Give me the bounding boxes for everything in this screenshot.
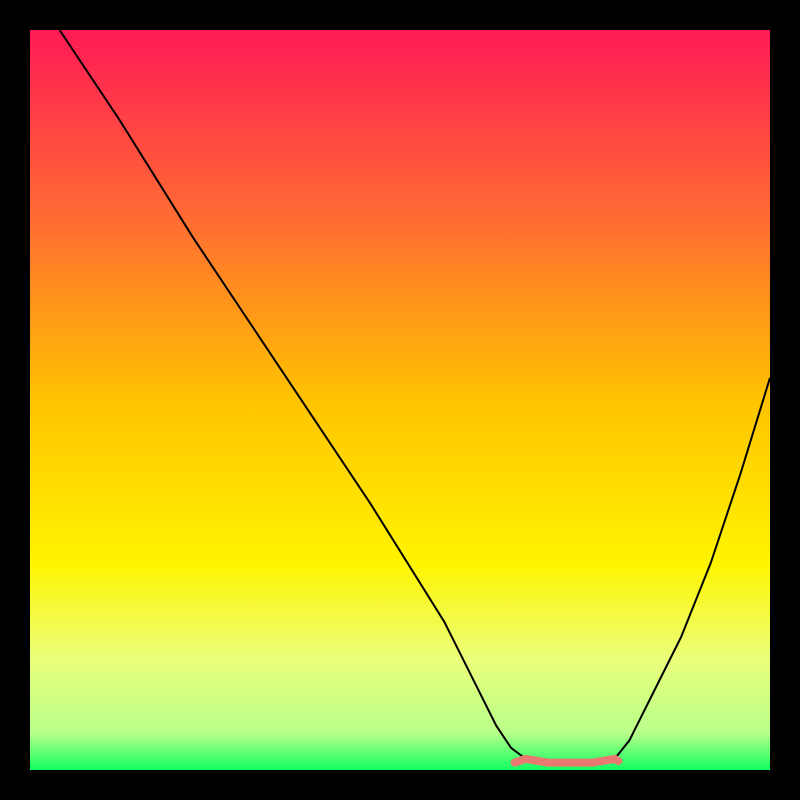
chart-area [30,30,770,770]
optimal-band-marker [515,759,619,763]
watermark-label: TheBottleneck.com [616,6,782,27]
canvas-root: TheBottleneck.com [0,0,800,800]
chart-svg [30,30,770,770]
bottleneck-curve [60,30,770,763]
